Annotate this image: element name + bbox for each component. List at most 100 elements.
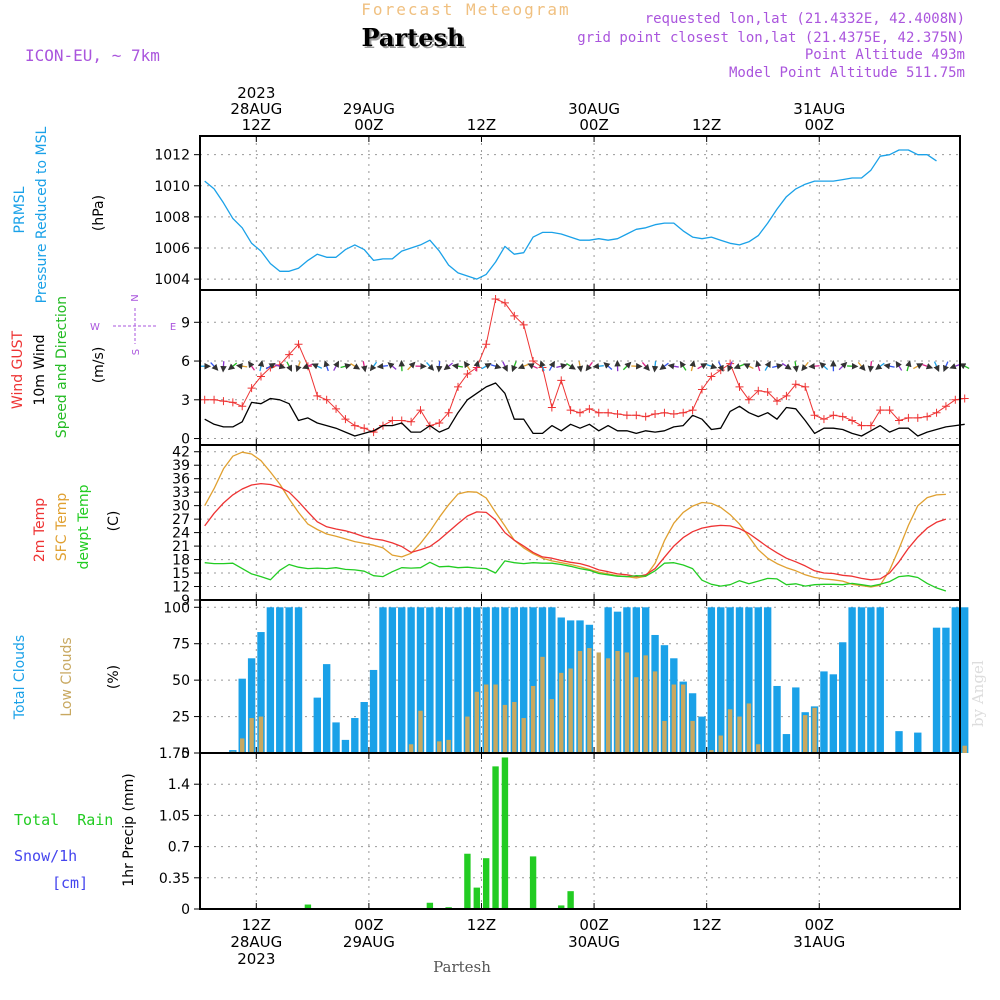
total-cloud-bar [735, 607, 744, 753]
gust-marker [294, 340, 303, 349]
low-cloud-bar [502, 704, 508, 753]
low-cloud-bar [559, 672, 564, 753]
pressure-ytick-label: 1008 [154, 210, 190, 226]
total-cloud-bar [322, 664, 331, 753]
gust-marker [688, 406, 697, 415]
clouds-ytick-label: 75 [172, 637, 190, 653]
total-cloud-bar [707, 607, 716, 753]
bottom-time-label: 30AUG [568, 933, 620, 951]
pressure-ytick-label: 1006 [154, 241, 190, 257]
low-cloud-bar [530, 685, 536, 753]
low-cloud-bar [662, 720, 667, 753]
gust-marker [350, 421, 359, 430]
gust-marker [210, 395, 219, 404]
low-cloud-bar [615, 651, 620, 753]
temperature-ytick-label: 15 [172, 566, 190, 582]
wind-direction-arrow [247, 361, 256, 371]
low-cloud-bar [756, 744, 761, 753]
rain-bar [426, 902, 434, 909]
wind-direction-arrow [227, 362, 238, 371]
clouds-ytick-label: 100 [163, 600, 190, 616]
compass-south: S [131, 349, 142, 355]
rain-bar [558, 905, 565, 909]
wind-direction-arrow [585, 361, 593, 372]
wind-direction-arrow [667, 363, 679, 370]
total-cloud-bar [745, 607, 753, 753]
total-cloud-bar [257, 632, 265, 753]
total-cloud-bar [660, 645, 669, 753]
gust-marker [285, 350, 294, 359]
low-cloud-bar [718, 735, 723, 753]
wind-direction-arrow [913, 363, 924, 370]
gust-marker [576, 408, 584, 417]
rain-bar [501, 757, 509, 909]
total-cloud-bar [360, 702, 368, 753]
total-cloud-bar [961, 607, 969, 753]
precip-ylabel: 1hr Precip (mm) [121, 773, 137, 886]
precip-ytick-label: 1.05 [159, 808, 190, 824]
gust-marker [247, 384, 256, 393]
dewpt-line [204, 560, 947, 592]
total-cloud-bar [510, 607, 519, 753]
total-cloud-bar [942, 627, 950, 753]
low-cloud-bar [727, 709, 733, 753]
wind-direction-arrow [743, 363, 754, 370]
low-cloud-bar [624, 652, 630, 753]
wind-direction-arrow [451, 363, 464, 370]
wind-direction-arrow [302, 363, 313, 370]
wind-direction-arrow [517, 363, 529, 370]
gust-marker [529, 357, 538, 366]
low-cloud-bar [418, 710, 423, 753]
total-cloud-bar [247, 658, 256, 753]
low-clouds-label: Low Clouds [59, 637, 75, 716]
top-time-label: 31AUG [793, 100, 845, 118]
gust-marker [941, 402, 950, 411]
precip-frame [199, 752, 961, 910]
total-cloud-bar [276, 607, 284, 753]
total-cloud-bar [341, 739, 350, 753]
low-cloud-bar [493, 684, 498, 753]
wind-direction-arrow [949, 363, 961, 370]
wind-direction-arrow [511, 361, 518, 373]
wind-direction-arrow [875, 362, 885, 370]
total-cloud-bar [444, 607, 453, 753]
wind-ytick-label: 3 [181, 393, 190, 409]
gust-marker [960, 394, 969, 403]
temperature-ytick-label: 12 [172, 580, 190, 596]
pressure-unit: (hPa) [91, 195, 107, 231]
wind-direction-arrow [376, 362, 389, 370]
total-cloud-bar [867, 607, 875, 753]
gust-marker [744, 395, 753, 404]
wind-direction-arrow [717, 361, 724, 372]
sfc-temp-line [204, 451, 946, 588]
temperature-ytick-label: 39 [172, 458, 190, 474]
low-cloud-bar [474, 691, 479, 753]
wind-direction-arrow [801, 361, 809, 372]
wind-direction-arrow [274, 363, 286, 370]
gust-marker [829, 411, 838, 420]
gust-marker [885, 406, 894, 415]
total-cloud-bar [454, 607, 462, 753]
wind-direction-arrow [490, 363, 502, 370]
low-cloud-bar [258, 716, 264, 753]
pressure-ytick-label: 1012 [154, 148, 190, 164]
low-cloud-bar [962, 745, 967, 753]
total-cloud-bar [435, 607, 443, 753]
wind-direction-arrow [883, 363, 895, 370]
gust-marker [547, 403, 556, 412]
wind-direction-arrow [257, 360, 265, 372]
product-title: Forecast Meteogram [361, 0, 570, 19]
wind-direction-arrow [407, 361, 416, 371]
gust-marker [913, 413, 922, 422]
total-cloud-bar [332, 722, 340, 753]
pressure-label-line1: PRMSL [12, 186, 28, 233]
wind-direction-arrow [566, 362, 576, 370]
wind-direction-arrow [286, 361, 292, 372]
gust-marker [848, 416, 857, 425]
gust-marker [866, 421, 875, 430]
total-cloud-bar [895, 731, 903, 753]
temperature-ytick-label: 24 [172, 526, 190, 542]
low-cloud-bar [812, 707, 817, 753]
